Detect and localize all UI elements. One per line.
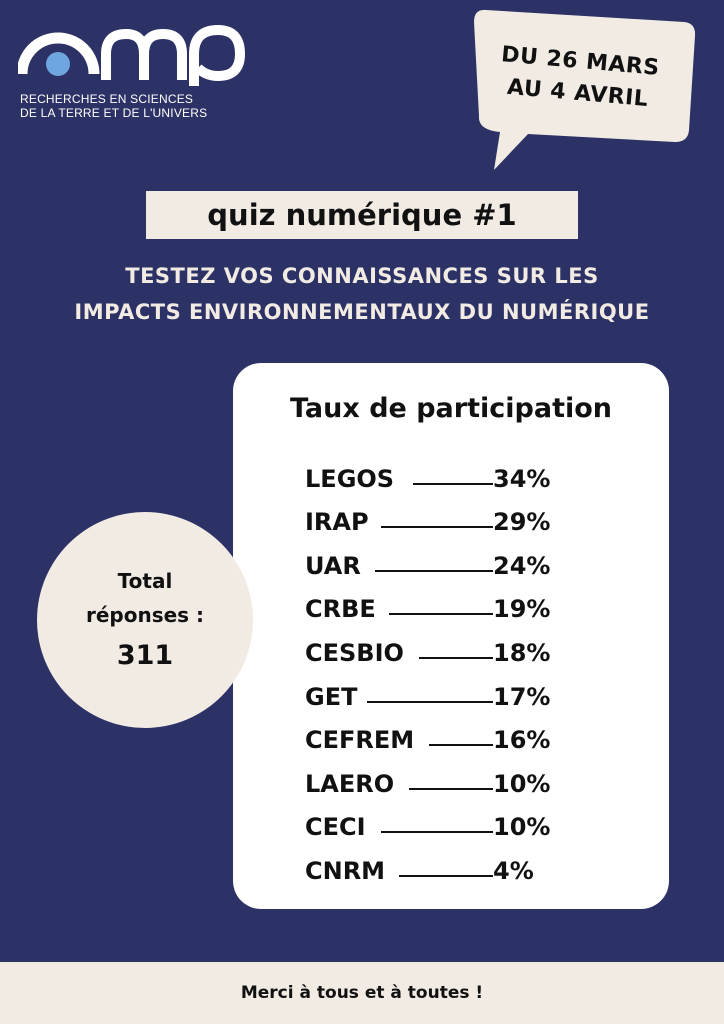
omp-logo: RECHERCHES EN SCIENCES DE LA TERRE ET DE… [18, 24, 248, 124]
lab-name: IRAP [305, 508, 369, 537]
logo-subtitle-line2: DE LA TERRE ET DE L'UNIVERS [20, 106, 208, 120]
lab-rate: 34% [493, 464, 551, 493]
list-item: LEGOS 34% [305, 449, 635, 493]
lab-name: CESBIO [305, 638, 404, 667]
list-item: CECI 10% [305, 798, 635, 842]
list-item: CESBIO 18% [305, 623, 635, 667]
title-banner: quiz numérique #1 [146, 191, 578, 239]
page-subtitle: TESTEZ VOS CONNAISSANCES SUR LES IMPACTS… [0, 258, 724, 330]
lab-name: GET [305, 682, 358, 711]
lab-rate: 24% [493, 551, 551, 580]
lab-name: CRBE [305, 595, 376, 624]
leader-line [367, 700, 493, 703]
leader-line [381, 831, 493, 834]
page-title: quiz numérique #1 [207, 198, 517, 232]
total-label-line1: Total [117, 569, 173, 593]
subtitle-line2: IMPACTS ENVIRONNEMENTAUX DU NUMÉRIQUE [74, 300, 650, 324]
lab-name: CECI [305, 813, 366, 842]
lab-rate: 29% [493, 508, 551, 537]
footer-message: Merci à tous et à toutes ! [240, 983, 484, 1003]
participation-heading: Taux de participation [290, 393, 612, 424]
lab-name: CEFREM [305, 726, 415, 755]
lab-name: CNRM [305, 856, 386, 885]
list-item: GET 17% [305, 667, 635, 711]
leader-line [399, 874, 493, 877]
list-item: LAERO 10% [305, 754, 635, 798]
date-bubble: DU 26 MARS AU 4 AVRIL [466, 8, 698, 173]
leader-line [413, 482, 493, 485]
total-value: 311 [116, 640, 174, 671]
list-item: CNRM 4% [305, 841, 635, 885]
footer-banner: Merci à tous et à toutes ! [0, 962, 724, 1024]
participation-list: LEGOS 34% IRAP 29% UAR 24% CRBE 19% CESB… [305, 449, 635, 885]
logo-subtitle-line1: RECHERCHES EN SCIENCES [20, 92, 194, 106]
list-item: UAR 24% [305, 536, 635, 580]
list-item: CEFREM 16% [305, 711, 635, 755]
logo-subtitle: RECHERCHES EN SCIENCES DE LA TERRE ET DE… [20, 92, 207, 120]
total-responses-badge: Total réponses : 311 [37, 512, 253, 728]
list-item: CRBE 19% [305, 580, 635, 624]
subtitle-line1: TESTEZ VOS CONNAISSANCES SUR LES [125, 264, 599, 288]
lab-rate: 18% [493, 638, 551, 667]
leader-line [409, 787, 493, 790]
lab-rate: 10% [493, 813, 551, 842]
leader-line [419, 656, 493, 659]
lab-rate: 16% [493, 726, 551, 755]
lab-rate: 10% [493, 769, 551, 798]
omp-logo-mark [18, 24, 246, 86]
lab-name: LEGOS [305, 464, 395, 493]
list-item: IRAP 29% [305, 493, 635, 537]
leader-line [389, 613, 493, 616]
leader-line [429, 744, 493, 747]
speech-bubble-shape [474, 9, 696, 170]
lab-rate: 17% [493, 682, 551, 711]
lab-name: UAR [305, 551, 361, 580]
participation-card: Taux de participation LEGOS 34% IRAP 29%… [233, 363, 669, 909]
lab-rate: 4% [493, 856, 534, 885]
lab-name: LAERO [305, 769, 395, 798]
leader-line [375, 569, 493, 572]
total-label-line2: réponses : [85, 603, 205, 627]
lab-rate: 19% [493, 595, 551, 624]
leader-line [381, 526, 493, 529]
